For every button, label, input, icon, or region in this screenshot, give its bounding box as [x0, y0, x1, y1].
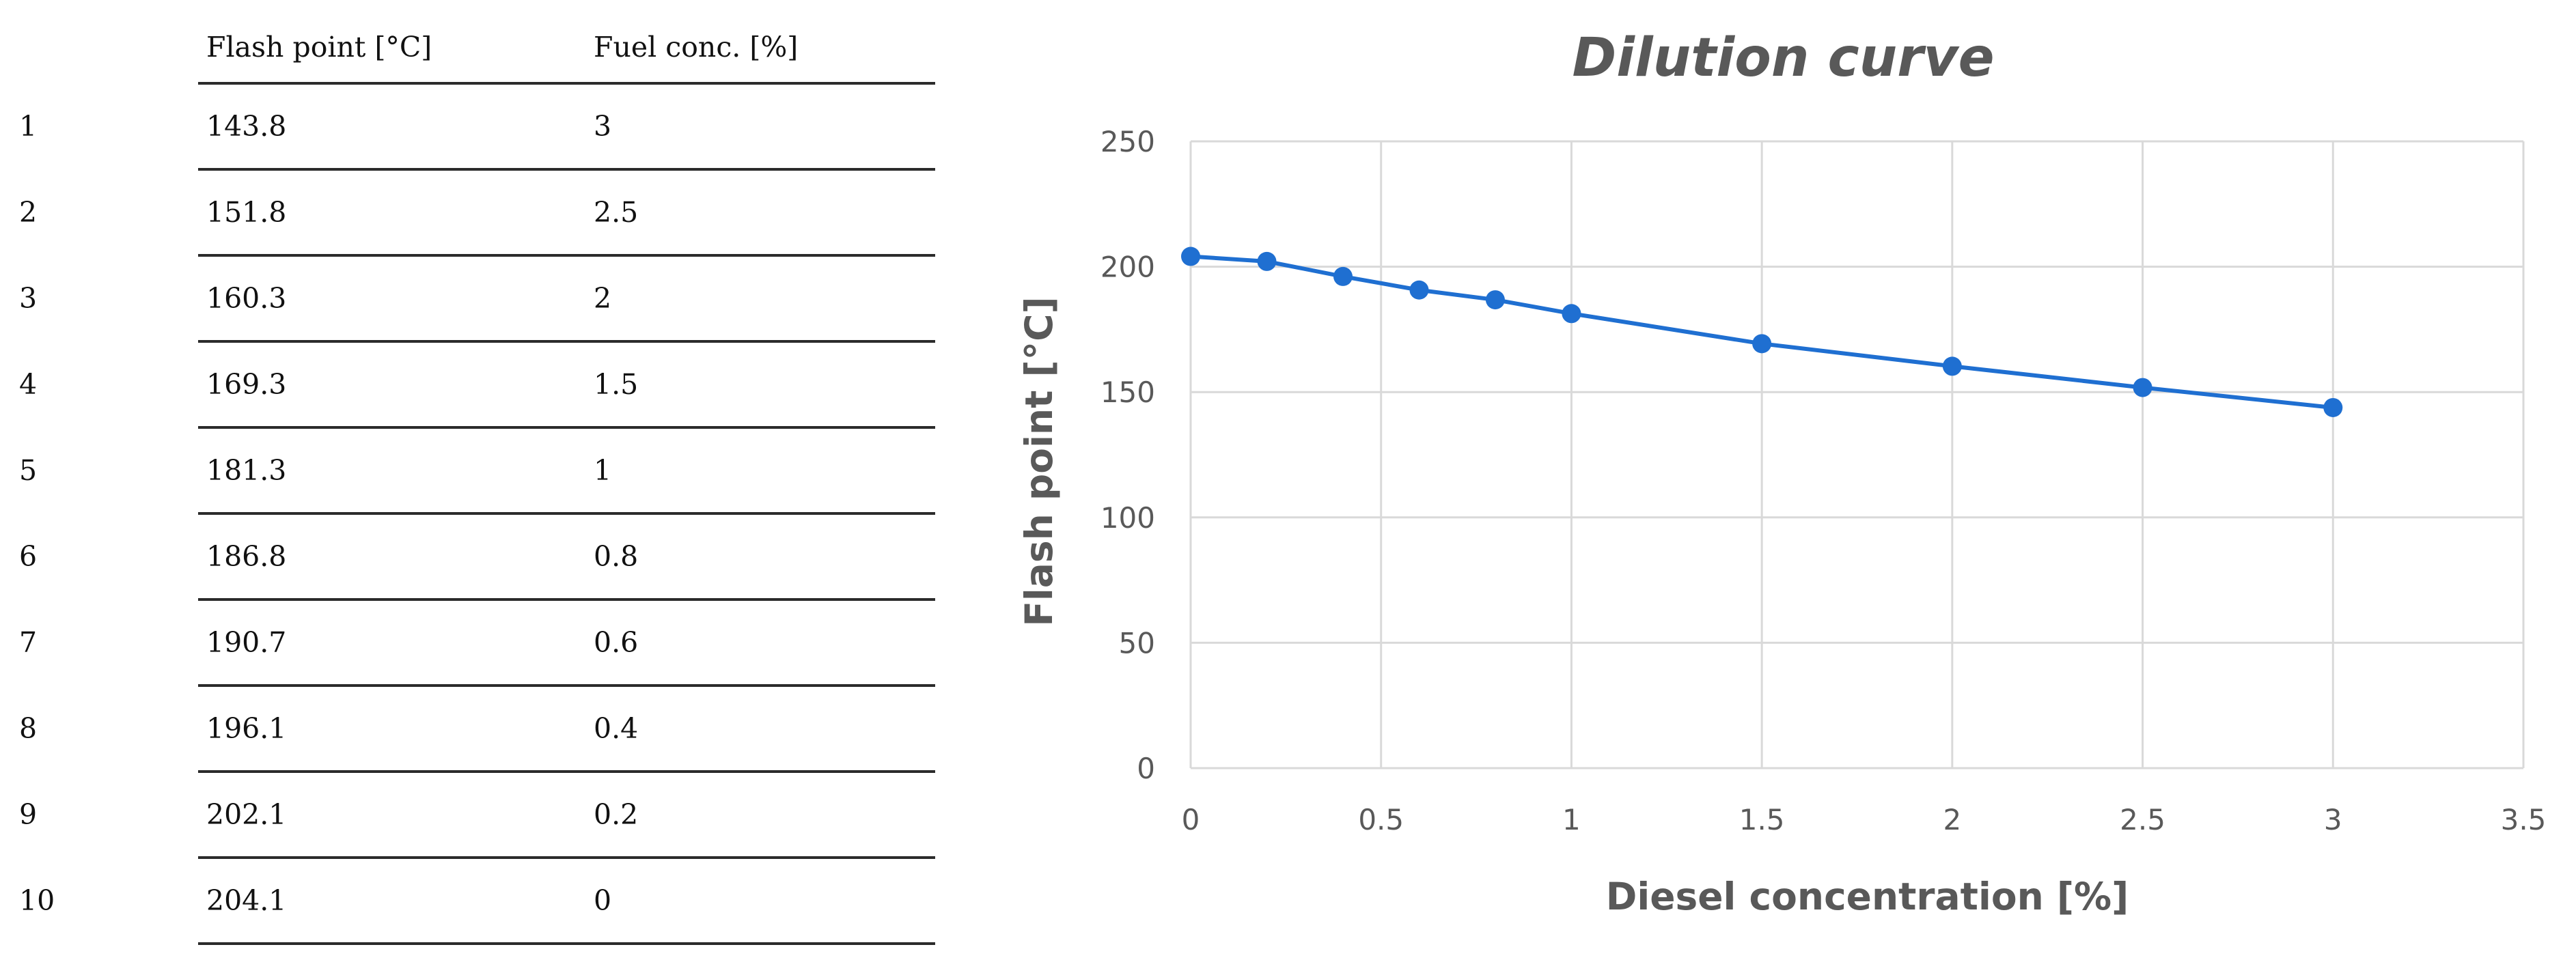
x-tick-label: 2: [1943, 803, 1961, 836]
chart-title: Dilution curve: [1572, 27, 1995, 89]
series-line: [1190, 254, 2333, 410]
y-tick-label: 200: [1100, 251, 1155, 284]
cell-index: 6: [19, 540, 38, 573]
cell-flash-point: 151.8: [198, 169, 594, 257]
data-point: [2323, 397, 2343, 417]
cell-flash-point: 169.3: [198, 341, 594, 429]
data-point: [1257, 251, 1277, 271]
cell-flash-point: 204.1: [198, 858, 594, 945]
y-tick-label: 100: [1100, 501, 1155, 535]
data-point: [1485, 290, 1505, 310]
table-row: 4 169.3 1.5: [19, 341, 935, 429]
data-point: [1409, 280, 1429, 300]
x-tick-label: 3.5: [2501, 803, 2547, 836]
y-tick-label: 150: [1100, 376, 1155, 409]
cell-flash-point: 160.3: [198, 255, 594, 343]
cell-fuel-conc: 1.5: [594, 341, 935, 429]
cell-fuel-conc: 0: [594, 858, 935, 945]
table-body: 1 143.8 3 2 151.8 2.5 3 160.3 2 4 169.3 1.5 5 181.3 1 6…: [19, 83, 935, 945]
header-flash-point: Flash point [°C]: [198, 12, 594, 85]
x-axis-title: Diesel concentration [%]: [1606, 875, 2129, 918]
cell-index: 3: [19, 282, 38, 315]
cell-flash-point: 181.3: [198, 427, 594, 515]
cell-flash-point: 143.8: [198, 83, 594, 171]
y-tick-label: 250: [1100, 125, 1155, 158]
cell-fuel-conc: 0.8: [594, 513, 935, 601]
data-point: [1333, 266, 1353, 286]
cell-flash-point: 196.1: [198, 686, 594, 773]
x-tick-label: 0: [1182, 803, 1200, 836]
cell-index: 8: [19, 712, 38, 745]
dilution-chart: Dilution curve 0 50 100 150 200 250 0 0.5 1 1.5 2 2…: [991, 0, 2576, 960]
header-fuel-conc: Fuel conc. [%]: [594, 12, 935, 85]
cell-flash-point: 202.1: [198, 772, 594, 859]
cell-fuel-conc: 3: [594, 83, 935, 171]
table-row: 5 181.3 1: [19, 427, 935, 515]
header-index: [19, 12, 198, 83]
table-row: 8 196.1 0.4: [19, 686, 935, 773]
cell-fuel-conc: 2.5: [594, 169, 935, 257]
table-row: 2 151.8 2.5: [19, 169, 935, 257]
table-row: 10 204.1 0: [19, 858, 935, 945]
cell-fuel-conc: 0.2: [594, 772, 935, 859]
cell-index: 7: [19, 626, 38, 659]
table-row: 7 190.7 0.6: [19, 599, 935, 687]
x-tick-label: 3: [2324, 803, 2342, 836]
data-point: [1181, 246, 1200, 266]
y-tick-label: 50: [1119, 626, 1155, 660]
data-point: [1942, 356, 1962, 376]
table-row: 1 143.8 3: [19, 83, 935, 171]
cell-fuel-conc: 0.4: [594, 686, 935, 773]
cell-index: 4: [19, 368, 38, 401]
cell-index: 10: [19, 884, 55, 917]
cell-index: 5: [19, 454, 38, 487]
x-tick-label: 1: [1562, 803, 1581, 836]
chart-plot-area: 0 50 100 150 200 250 0 0.5 1 1.5 2 2.5 3 3.5 Diesel co…: [1017, 125, 2547, 918]
flash-point-table: Flash point [°C] Fuel conc. [%] 1 143.8 3 2…: [19, 12, 935, 945]
cell-fuel-conc: 2: [594, 255, 935, 343]
y-axis-title: Flash point [°C]: [1017, 296, 1061, 626]
cell-fuel-conc: 1: [594, 427, 935, 515]
x-tick-label: 0.5: [1358, 803, 1404, 836]
cell-index: 2: [19, 196, 38, 229]
y-tick-label: 0: [1137, 752, 1155, 785]
cell-fuel-conc: 0.6: [594, 599, 935, 687]
cell-index: 9: [19, 798, 38, 831]
data-point: [2133, 378, 2152, 397]
data-point: [1752, 334, 1772, 354]
table-row: 6 186.8 0.8: [19, 513, 935, 601]
table-header-row: Flash point [°C] Fuel conc. [%]: [19, 12, 935, 85]
x-tick-label: 1.5: [1739, 803, 1785, 836]
data-table-panel: Flash point [°C] Fuel conc. [%] 1 143.8 3 2…: [0, 0, 956, 960]
cell-flash-point: 186.8: [198, 513, 594, 601]
x-tick-label: 2.5: [2120, 803, 2165, 836]
table-row: 3 160.3 2: [19, 255, 935, 343]
cell-index: 1: [19, 110, 38, 143]
table-row: 9 202.1 0.2: [19, 772, 935, 859]
data-point: [1562, 304, 1581, 324]
cell-flash-point: 190.7: [198, 599, 594, 687]
